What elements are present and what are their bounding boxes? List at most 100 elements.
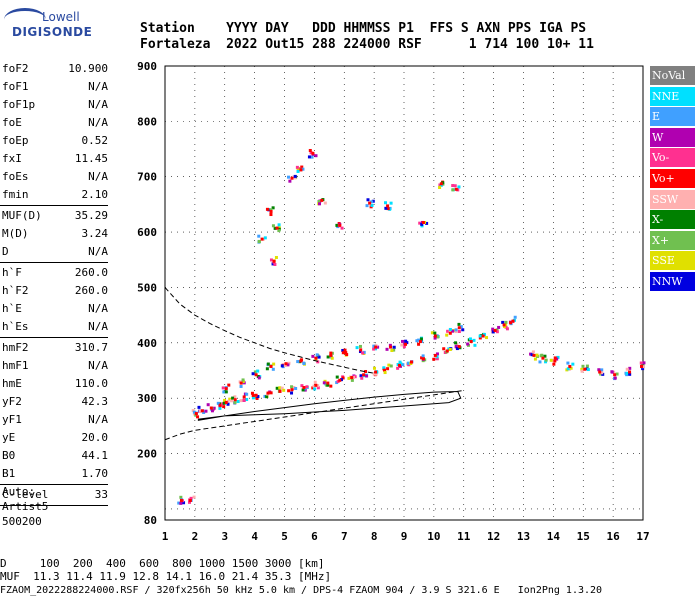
echo-point	[482, 332, 486, 336]
echo-point	[326, 355, 330, 359]
echo-point	[347, 376, 351, 380]
echo-point	[316, 384, 320, 388]
echo-point	[311, 354, 315, 358]
param-label: M(D)	[2, 227, 29, 240]
echo-point	[505, 327, 509, 331]
echo-point	[269, 364, 273, 368]
echo-point	[242, 398, 246, 402]
param-value: N/A	[88, 98, 108, 111]
echo-point	[569, 366, 573, 370]
echo-point	[290, 385, 294, 389]
echo-point	[245, 397, 249, 401]
echo-point	[533, 357, 537, 361]
echo-point	[447, 347, 451, 351]
echo-point	[307, 155, 311, 159]
echo-point	[191, 409, 195, 413]
echo-point	[386, 367, 390, 371]
echo-point	[541, 356, 545, 360]
echo-point	[239, 384, 243, 388]
param-row: fmin 2.10	[0, 186, 112, 204]
echo-point	[314, 383, 318, 387]
legend-item: E	[650, 107, 695, 127]
echo-point	[359, 348, 363, 352]
echo-point	[280, 364, 284, 368]
param-row: hmF1 N/A	[0, 357, 112, 375]
y-tick-label: 600	[137, 226, 157, 239]
echo-point	[330, 351, 334, 355]
echo-point	[293, 174, 297, 178]
echo-point	[404, 342, 407, 346]
echo-point	[468, 337, 472, 341]
echo-point	[320, 198, 324, 202]
echo-point	[461, 328, 465, 332]
param-row: h`F 260.0	[0, 264, 112, 282]
echo-point	[425, 221, 429, 225]
echo-point	[376, 345, 380, 349]
echo-point	[300, 165, 304, 169]
echo-point	[365, 204, 369, 208]
echo-point	[287, 389, 291, 393]
param-label: h`F2	[2, 284, 29, 297]
echo-point	[316, 386, 320, 390]
legend-item: SSE	[650, 251, 695, 271]
echo-point	[209, 406, 213, 410]
echo-point	[202, 410, 206, 414]
echo-point	[552, 362, 556, 366]
echo-point	[355, 346, 359, 350]
echo-point	[529, 352, 533, 356]
muf-value-row: MUF 11.3 11.4 11.9 12.8 14.1 16.0 21.4 3…	[0, 570, 332, 583]
echo-point	[206, 403, 210, 407]
echo-point	[566, 361, 570, 365]
echo-point	[329, 351, 333, 355]
param-label: foE	[2, 116, 22, 129]
echo-point	[600, 371, 604, 375]
echo-point	[335, 223, 339, 227]
echo-point	[263, 236, 267, 240]
echo-point	[216, 401, 220, 405]
param-value: 42.3	[81, 395, 109, 408]
param-row: h`Es N/A	[0, 318, 112, 336]
param-label: hmE	[2, 377, 22, 390]
echo-point	[371, 199, 375, 203]
echo-point	[295, 165, 299, 169]
echo-point	[453, 184, 457, 188]
legend-item: X+	[650, 230, 695, 250]
param-value: 3.24	[81, 227, 109, 240]
echo-point	[566, 367, 570, 371]
echo-point	[322, 381, 326, 385]
echo-point	[230, 399, 234, 403]
echo-point	[313, 387, 317, 391]
param-value: N/A	[88, 302, 108, 315]
echo-point	[439, 182, 443, 186]
echo-point	[417, 342, 421, 346]
param-label: h`F	[2, 266, 22, 279]
echo-point	[233, 398, 237, 402]
echo-point	[433, 334, 437, 338]
echo-point	[302, 386, 306, 390]
echo-point	[301, 388, 305, 392]
echo-point	[455, 347, 459, 351]
echo-point	[436, 335, 440, 339]
echo-point	[432, 357, 436, 361]
echo-point	[401, 339, 405, 343]
echo-point	[218, 406, 222, 410]
echo-point	[343, 348, 347, 352]
echo-point	[255, 396, 259, 400]
echo-point	[242, 395, 246, 399]
echo-point	[269, 391, 273, 395]
echo-point	[340, 226, 344, 230]
param-row: C-level 33	[0, 486, 112, 504]
echo-point	[585, 364, 589, 368]
echo-point	[421, 357, 425, 361]
echo-point	[365, 374, 369, 378]
echo-point	[628, 366, 632, 370]
param-label: yF2	[2, 395, 22, 408]
echo-point	[296, 360, 300, 364]
echo-point	[290, 388, 294, 392]
echo-point	[350, 376, 354, 380]
x-tick-label: 12	[487, 530, 500, 543]
echo-point	[628, 372, 632, 376]
echo-point	[497, 325, 501, 329]
x-tick-label: 17	[636, 530, 649, 543]
